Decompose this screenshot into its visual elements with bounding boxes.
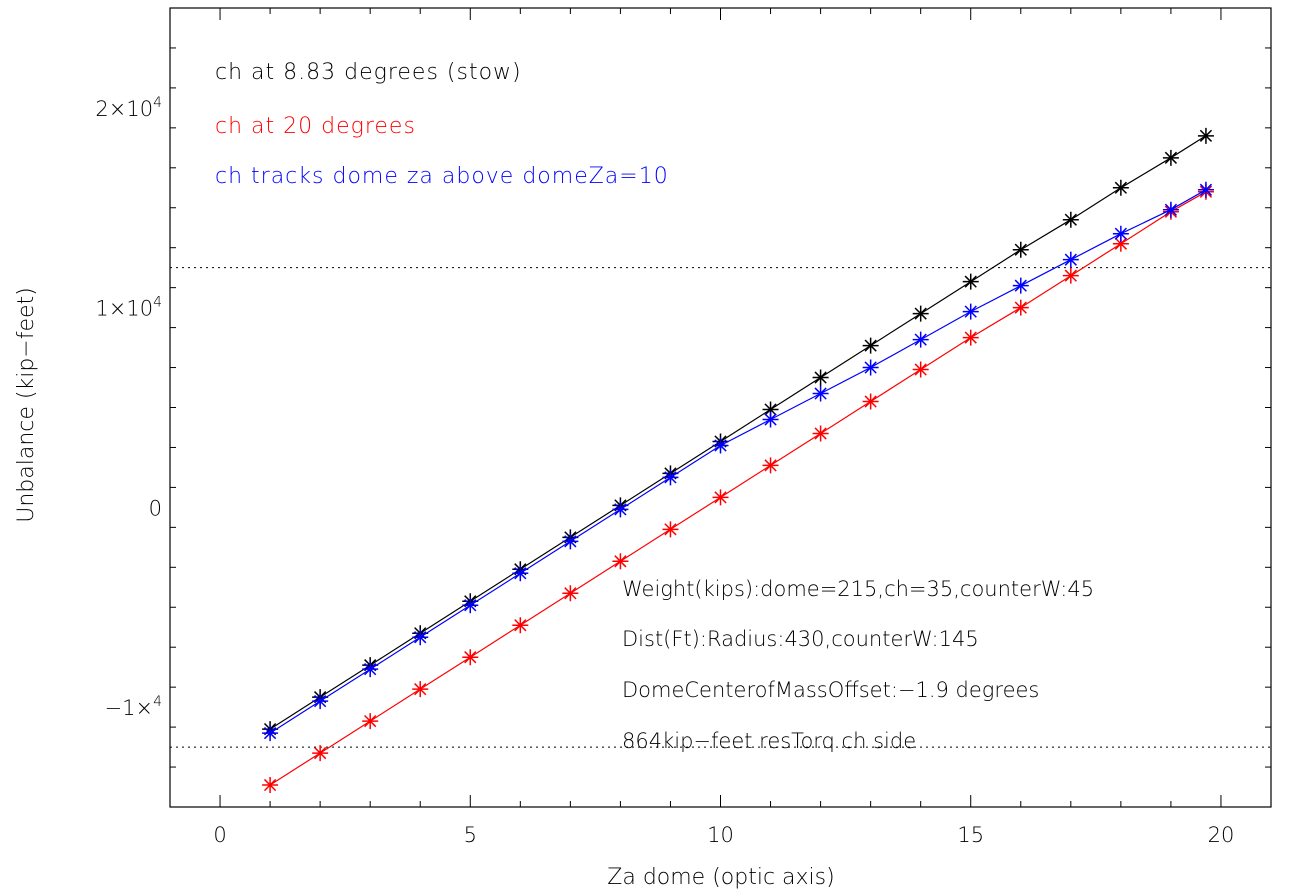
data-point <box>812 425 829 442</box>
data-point <box>1062 211 1079 228</box>
x-tick-label: 10 <box>707 823 734 847</box>
data-point <box>1162 149 1179 166</box>
data-point <box>312 745 329 762</box>
y-tick-label: 0 <box>149 496 162 520</box>
x-axis-label: Za dome (optic axis) <box>607 865 834 890</box>
data-point <box>762 411 779 428</box>
series-layer <box>262 127 1214 794</box>
data-point <box>1062 267 1079 284</box>
y-axis-label: Unbalance (kip−feet) <box>14 287 39 523</box>
x-tick-label: 5 <box>464 823 477 847</box>
data-point <box>1112 225 1129 242</box>
data-point <box>412 681 429 698</box>
reference-lines <box>170 267 1271 748</box>
legend-entry: ch at 20 degrees <box>215 114 416 139</box>
data-point <box>912 305 929 322</box>
y-tick-label: −1×4 <box>105 694 162 720</box>
annotation-text: DomeCenterofMassOffset:−1.9 degrees <box>622 678 1039 702</box>
data-point <box>512 565 529 582</box>
data-point <box>362 661 379 678</box>
data-point <box>1112 179 1129 196</box>
x-tick-label: 20 <box>1208 823 1235 847</box>
data-point <box>962 273 979 290</box>
data-point <box>612 553 629 570</box>
data-point <box>662 521 679 538</box>
data-point <box>712 489 729 506</box>
data-point <box>1112 235 1129 252</box>
data-point <box>762 401 779 418</box>
data-point <box>962 303 979 320</box>
data-point <box>362 713 379 730</box>
data-point <box>912 331 929 348</box>
x-tick-label: 0 <box>213 823 226 847</box>
y-tick-label: 1×104 <box>95 295 162 321</box>
legend: ch at 8.83 degrees (stow) ch at 20 degree… <box>215 60 669 189</box>
axis-ticks <box>169 7 1272 808</box>
data-point <box>1012 299 1029 316</box>
data-point <box>562 585 579 602</box>
legend-entry: ch at 8.83 degrees (stow) <box>215 60 522 85</box>
series-line <box>269 191 1207 786</box>
data-point <box>862 359 879 376</box>
series-3 <box>262 181 1214 742</box>
data-point <box>562 533 579 550</box>
annotations: Weight(kips):dome=215,ch=35,counterW:45 D… <box>622 577 1094 753</box>
data-point <box>662 469 679 486</box>
data-point <box>812 369 829 386</box>
data-point <box>962 329 979 346</box>
data-point <box>312 693 329 710</box>
data-point <box>1062 251 1079 268</box>
data-point <box>862 337 879 354</box>
series-line <box>269 189 1207 734</box>
data-point <box>812 385 829 402</box>
series-line <box>269 135 1207 730</box>
annotation-text: Weight(kips):dome=215,ch=35,counterW:45 <box>622 577 1094 601</box>
x-tick-label: 15 <box>957 823 984 847</box>
data-point <box>262 777 279 794</box>
series-2 <box>262 183 1214 794</box>
data-point <box>862 393 879 410</box>
data-point <box>712 437 729 454</box>
data-point <box>1197 181 1214 198</box>
data-point <box>1197 127 1214 144</box>
data-point <box>262 725 279 742</box>
data-point <box>612 501 629 518</box>
data-point <box>1012 277 1029 294</box>
data-point <box>1012 241 1029 258</box>
legend-entry: ch tracks dome za above domeZa=10 <box>215 164 669 189</box>
y-tick-label: 2×104 <box>95 95 162 121</box>
data-point <box>1162 201 1179 218</box>
data-point <box>512 617 529 634</box>
tick-labels: 0 5 10 15 20 −1×4 0 1×104 2×104 <box>95 95 1234 847</box>
annotation-text: 864kip−feet resTorq ch side <box>622 729 916 753</box>
annotation-text: Dist(Ft):Radius:430,counterW:145 <box>622 627 979 651</box>
data-point <box>762 457 779 474</box>
data-point <box>462 597 479 614</box>
data-point <box>462 649 479 666</box>
data-point <box>912 361 929 378</box>
data-point <box>412 629 429 646</box>
